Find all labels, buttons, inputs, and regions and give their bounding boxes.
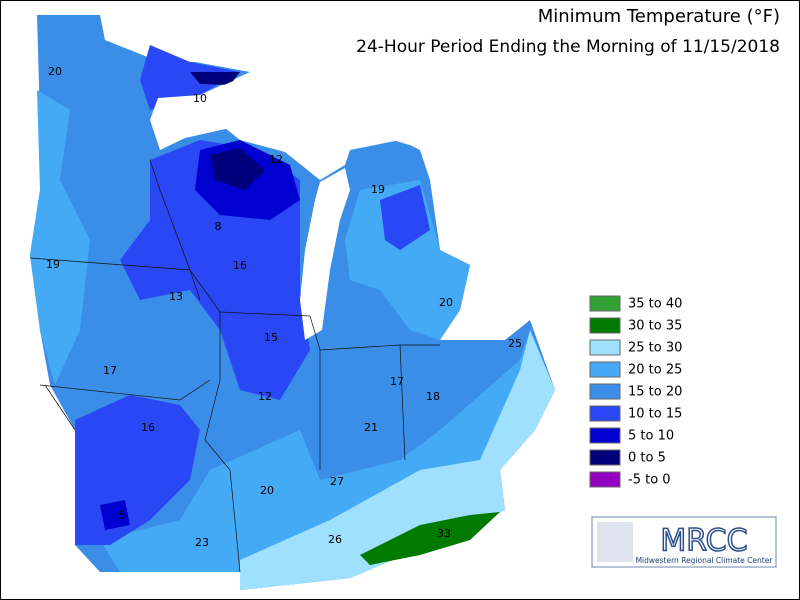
state-border: [29, 159, 440, 573]
map-label: 5: [119, 509, 126, 522]
legend-label: 10 to 15: [628, 407, 682, 422]
map-label: 17: [390, 375, 404, 388]
map-label: 20: [439, 296, 453, 309]
legend-label: 15 to 20: [628, 385, 682, 400]
region: [240, 330, 555, 590]
map-label: 15: [264, 331, 278, 344]
legend-swatch: [589, 383, 621, 400]
map-label: 16: [233, 259, 247, 272]
map-labels: 20 10 12 19 8 16 19 13 15 20 17 25 12 17…: [46, 65, 522, 549]
legend-swatch: [589, 427, 621, 444]
region: [190, 72, 240, 85]
map-label: 13: [169, 290, 183, 303]
region: [100, 500, 130, 530]
map-label: 16: [141, 421, 155, 434]
map-label: 19: [371, 183, 385, 196]
map-label: 23: [195, 536, 209, 549]
map-label: 21: [364, 421, 378, 434]
map-label: 17: [103, 364, 117, 377]
legend-swatch: [589, 295, 621, 312]
lake: [150, 74, 420, 160]
logo-map: [597, 522, 633, 562]
region: [360, 512, 500, 565]
map-label: 33: [437, 527, 451, 540]
title: Minimum Temperature (°F): [538, 6, 780, 27]
map-label: 20: [260, 484, 274, 497]
map-label: 8: [215, 220, 222, 233]
legend-label: 35 to 40: [628, 297, 682, 312]
map-label: 20: [48, 65, 62, 78]
logo: MRCC Midwestern Regional Climate Center: [591, 516, 777, 568]
map-label: 27: [330, 475, 344, 488]
region: [30, 90, 90, 385]
region: [140, 45, 240, 110]
legend-label: 30 to 35: [628, 319, 682, 334]
legend-label: 25 to 30: [628, 341, 682, 356]
legend-label: 5 to 10: [628, 429, 674, 444]
logo-name: MRCC: [660, 524, 747, 559]
map-label: 18: [426, 390, 440, 403]
map-label: 26: [328, 533, 342, 546]
map-label: 10: [193, 92, 207, 105]
legend-swatch: [589, 339, 621, 356]
region: [210, 148, 265, 190]
map-label: 12: [269, 153, 283, 166]
subtitle: 24-Hour Period Ending the Morning of 11/…: [356, 37, 780, 57]
lake: [300, 168, 350, 340]
legend-swatch: [589, 449, 621, 466]
logo-caption: Midwestern Regional Climate Center: [636, 556, 774, 565]
legend-label: 20 to 25: [628, 363, 682, 378]
legend-swatch: [589, 405, 621, 422]
map-label: 25: [508, 337, 522, 350]
legend: 35 to 40 30 to 35 25 to 30 20 to 25 15 to 20…: [589, 295, 682, 488]
legend-swatch: [589, 471, 621, 488]
legend-swatch: [589, 361, 621, 378]
legend-label: -5 to 0: [628, 473, 671, 488]
legend-label: 0 to 5: [628, 451, 666, 466]
region: [345, 180, 470, 340]
map-label: 12: [258, 390, 272, 403]
legend-swatch: [589, 317, 621, 334]
map-label: 19: [46, 258, 60, 271]
region: [380, 185, 430, 250]
